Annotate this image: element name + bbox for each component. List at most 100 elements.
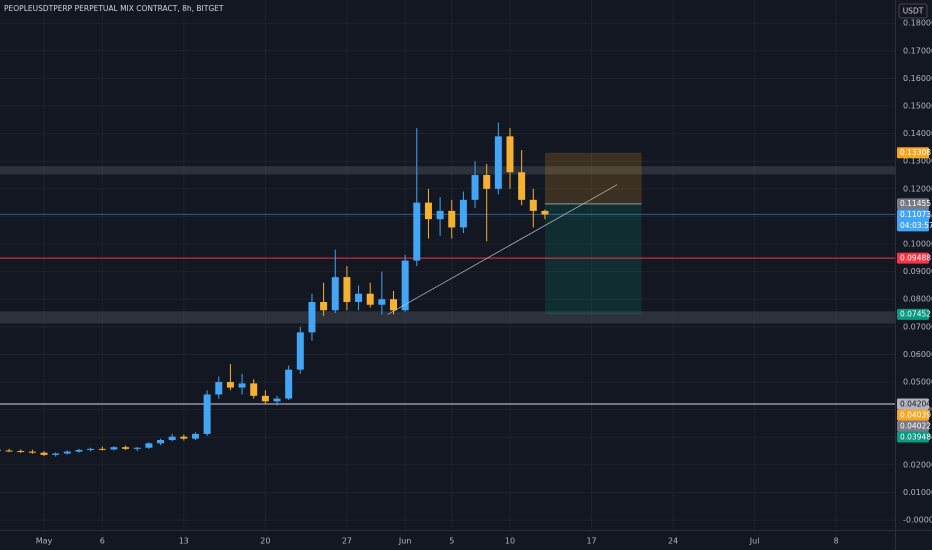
candle-body	[122, 447, 130, 449]
candle-body	[226, 382, 234, 388]
currency-button[interactable]	[898, 3, 928, 19]
candle-body	[471, 175, 479, 200]
price-label-box	[897, 209, 929, 232]
candle-body	[250, 383, 258, 396]
price-label-text: 0.11455	[900, 199, 931, 208]
price-label-text: 0.09488	[900, 253, 931, 262]
candle-body	[448, 210, 456, 228]
candle-body	[413, 202, 421, 261]
price-label-box	[897, 398, 929, 410]
candle-body	[261, 395, 269, 402]
x-tick-label: 20	[260, 537, 270, 546]
candle-body	[203, 394, 211, 434]
axes: -0.000000.010000.020000.030000.040000.05…	[36, 19, 932, 546]
candle-body	[320, 301, 328, 311]
candle-body	[390, 299, 398, 311]
price-label: 0.04204	[897, 398, 931, 410]
zone	[0, 166, 895, 175]
candle-body	[5, 450, 13, 452]
currency-button-label[interactable]: USDT	[903, 7, 924, 16]
candle-body	[52, 453, 60, 455]
candle-body	[506, 136, 514, 173]
candle-body	[238, 383, 246, 388]
price-label: 0.11073 04:03:57	[897, 209, 932, 232]
candle-body	[529, 199, 537, 211]
price-label-text: 0.07452	[900, 310, 931, 319]
price-label: 0.03948	[897, 431, 931, 443]
price-label-box	[897, 431, 929, 443]
price-label-box	[897, 420, 929, 432]
chart-title: PEOPLEUSDTPERP PERPETUAL MIX CONTRACT, 8…	[4, 4, 224, 13]
candle-body	[40, 452, 48, 455]
candle-body	[215, 382, 223, 395]
x-tick-label: 10	[505, 537, 515, 546]
price-label-text: 0.03948	[900, 432, 931, 441]
x-tick-label: 24	[668, 537, 678, 546]
y-tick-label: 0.18000	[903, 19, 932, 28]
candle-body	[331, 277, 339, 311]
candle-body	[75, 449, 83, 452]
x-tick-label: 17	[586, 537, 596, 546]
price-label: 0.04039	[897, 409, 931, 421]
x-tick-label: 8	[834, 537, 839, 546]
candle-body	[110, 447, 118, 450]
price-label-box	[897, 147, 929, 159]
countdown: 04:03:57	[900, 221, 932, 230]
zone	[0, 311, 895, 324]
price-label-text: 0.13308	[900, 148, 931, 157]
candle-body	[63, 451, 71, 454]
price-label-text: 0.11073	[900, 210, 931, 219]
candle-body	[98, 448, 106, 450]
candle-body	[157, 440, 165, 444]
candle-body	[518, 172, 526, 200]
x-tick-label: 13	[179, 537, 189, 546]
candle-body	[459, 199, 467, 228]
candle-body	[180, 436, 188, 439]
candle-body	[17, 451, 25, 453]
trendline	[387, 184, 618, 315]
price-label-box	[897, 198, 929, 210]
candle-body	[133, 447, 141, 449]
candle-body	[296, 332, 304, 370]
x-tick-label: 5	[449, 537, 454, 546]
position-stop	[544, 152, 642, 204]
candle-body	[343, 277, 351, 302]
candle-body	[191, 433, 199, 439]
candle-body	[273, 398, 281, 402]
price-label-text: 0.04022	[900, 421, 931, 430]
candle-body	[366, 293, 374, 305]
plot	[0, 122, 895, 457]
x-tick-label: May	[36, 537, 53, 546]
candle-body	[285, 369, 293, 399]
candle-body	[401, 260, 409, 311]
candle-body	[308, 301, 316, 333]
x-tick-label: 27	[342, 537, 352, 546]
candle-body	[483, 175, 491, 189]
position-target	[544, 203, 642, 315]
price-label-box	[897, 308, 929, 320]
price-label: 0.11455	[897, 198, 931, 210]
x-tick-label: Jul	[749, 537, 760, 546]
candle-body	[87, 448, 95, 450]
candle-body	[424, 202, 432, 220]
candle-body	[355, 293, 363, 302]
price-label-box	[897, 252, 929, 264]
price-label-box	[897, 409, 929, 421]
candle-body	[541, 210, 549, 215]
candle-body	[145, 443, 153, 448]
